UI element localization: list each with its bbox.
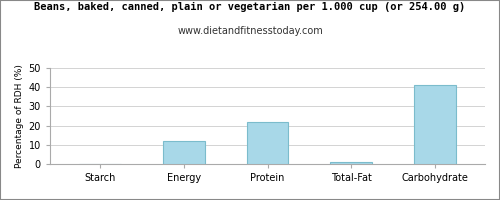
Text: www.dietandfitnesstoday.com: www.dietandfitnesstoday.com bbox=[177, 26, 323, 36]
Bar bbox=[163, 141, 205, 164]
Bar bbox=[330, 162, 372, 164]
Y-axis label: Percentage of RDH (%): Percentage of RDH (%) bbox=[16, 64, 24, 168]
Bar bbox=[246, 122, 288, 164]
Bar bbox=[414, 85, 456, 164]
Text: Beans, baked, canned, plain or vegetarian per 1.000 cup (or 254.00 g): Beans, baked, canned, plain or vegetaria… bbox=[34, 2, 466, 12]
